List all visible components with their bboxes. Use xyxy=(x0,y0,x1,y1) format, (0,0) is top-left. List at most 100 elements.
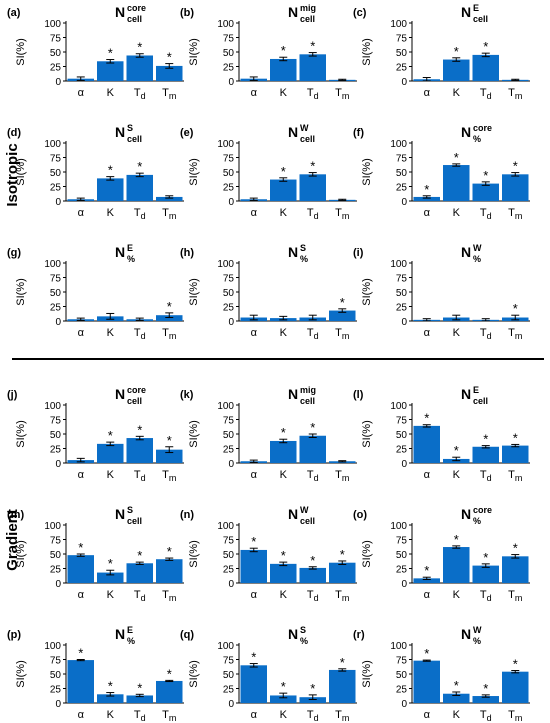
significance-star: * xyxy=(424,182,429,197)
bar-α xyxy=(413,660,440,703)
bar-Td xyxy=(299,174,326,201)
panel-title-base: N xyxy=(461,4,471,20)
panel-title-superscript: mig xyxy=(300,3,316,13)
bar-Td xyxy=(472,565,499,583)
panel-p: (p) N E% SI(%) 0 25 50 75 100 * α * K * Td * Tm xyxy=(7,625,184,723)
x-tick-label: Tm xyxy=(508,327,522,341)
y-tick-label: 50 xyxy=(396,670,408,681)
x-tick-label: α xyxy=(251,709,258,721)
y-tick-label: 100 xyxy=(217,641,234,652)
x-tick-label: α xyxy=(78,469,85,481)
y-tick-label: 0 xyxy=(401,197,407,208)
bar-Td xyxy=(299,697,326,703)
y-tick-label: 100 xyxy=(217,401,234,412)
y-axis-label: SI(%) xyxy=(15,420,27,448)
x-tick-label: Td xyxy=(134,207,146,221)
panel-title-base: N xyxy=(115,4,125,20)
bar-Td xyxy=(299,54,326,81)
y-tick-label: 25 xyxy=(50,183,62,194)
x-tick-label: Td xyxy=(134,327,146,341)
panel-title-superscript: E xyxy=(473,3,479,13)
panel-title-subscript: cell xyxy=(300,396,315,406)
significance-star: * xyxy=(483,39,488,54)
y-tick-label: 100 xyxy=(44,139,61,150)
y-tick-label: 100 xyxy=(217,139,234,150)
panel-title-subscript: cell xyxy=(127,134,142,144)
panel-h: (h) N S% SI(%) 0 25 50 75 100 α K Td * Tm xyxy=(180,243,357,341)
significance-star: * xyxy=(281,425,286,440)
y-tick-label: 75 xyxy=(50,274,62,285)
x-tick-label: Tm xyxy=(162,207,176,221)
y-tick-label: 0 xyxy=(55,459,61,470)
y-tick-label: 75 xyxy=(223,416,235,427)
x-tick-label: α xyxy=(424,327,431,339)
significance-star: * xyxy=(483,550,488,565)
y-tick-label: 25 xyxy=(50,63,62,74)
bar-Tm xyxy=(329,310,356,321)
x-tick-label: Tm xyxy=(162,327,176,341)
y-tick-label: 0 xyxy=(401,459,407,470)
bar-Tm xyxy=(329,669,356,703)
bar-Tm xyxy=(156,559,183,583)
significance-star: * xyxy=(167,433,172,448)
y-tick-label: 50 xyxy=(50,288,62,299)
panel-title-subscript: % xyxy=(473,254,481,264)
bar-Tm xyxy=(156,196,183,201)
significance-star: * xyxy=(424,563,429,578)
y-axis-label: SI(%) xyxy=(15,158,27,186)
y-tick-label: 25 xyxy=(396,303,408,314)
y-tick-label: 75 xyxy=(50,154,62,165)
x-tick-label: Td xyxy=(480,469,492,483)
y-tick-label: 100 xyxy=(217,19,234,30)
bar-K xyxy=(270,179,297,201)
significance-star: * xyxy=(281,164,286,179)
panel-r: (r) N W% SI(%) 0 25 50 75 100 * α * K * Td * Tm xyxy=(353,625,530,723)
x-tick-label: α xyxy=(78,709,85,721)
y-axis-label: SI(%) xyxy=(188,38,200,66)
significance-star: * xyxy=(108,163,113,178)
panel-title-superscript: S xyxy=(300,243,306,253)
y-tick-label: 75 xyxy=(223,656,235,667)
panel-title-subscript: % xyxy=(300,636,308,646)
panel-label: (f) xyxy=(353,127,364,139)
bar-K xyxy=(443,59,470,81)
y-tick-label: 75 xyxy=(50,416,62,427)
y-tick-label: 25 xyxy=(223,445,235,456)
panel-title-subscript: cell xyxy=(127,516,142,526)
x-tick-label: Tm xyxy=(508,709,522,723)
panel-title-subscript: % xyxy=(300,254,308,264)
bar-Td xyxy=(472,696,499,703)
significance-star: * xyxy=(167,544,172,559)
panel-title-base: N xyxy=(288,506,298,522)
panel-title-base: N xyxy=(461,244,471,260)
significance-star: * xyxy=(251,650,256,665)
y-tick-label: 25 xyxy=(396,445,408,456)
bar-Tm xyxy=(329,562,356,583)
panel-title-superscript: W xyxy=(473,243,482,253)
x-tick-label: Tm xyxy=(162,589,176,603)
panel-title-superscript: E xyxy=(127,243,133,253)
x-tick-label: Td xyxy=(480,87,492,101)
x-tick-label: α xyxy=(424,589,431,601)
significance-star: * xyxy=(513,301,518,316)
x-tick-label: K xyxy=(453,469,461,481)
y-tick-label: 25 xyxy=(223,183,235,194)
panel-label: (c) xyxy=(353,7,367,19)
y-tick-label: 25 xyxy=(396,685,408,696)
panel-g: (g) N E% SI(%) 0 25 50 75 100 α K Td * Tm xyxy=(7,243,184,341)
bar-K xyxy=(270,563,297,583)
y-tick-label: 25 xyxy=(396,565,408,576)
significance-star: * xyxy=(137,680,142,695)
x-tick-label: K xyxy=(453,87,461,99)
panel-title-subscript: cell xyxy=(300,14,315,24)
panel-label: (a) xyxy=(7,7,21,19)
bar-α xyxy=(240,549,267,583)
x-tick-label: Td xyxy=(307,589,319,603)
y-tick-label: 25 xyxy=(50,565,62,576)
y-axis-label: SI(%) xyxy=(15,660,27,688)
bar-Tm xyxy=(502,671,529,703)
x-tick-label: Td xyxy=(307,87,319,101)
significance-star: * xyxy=(513,657,518,672)
